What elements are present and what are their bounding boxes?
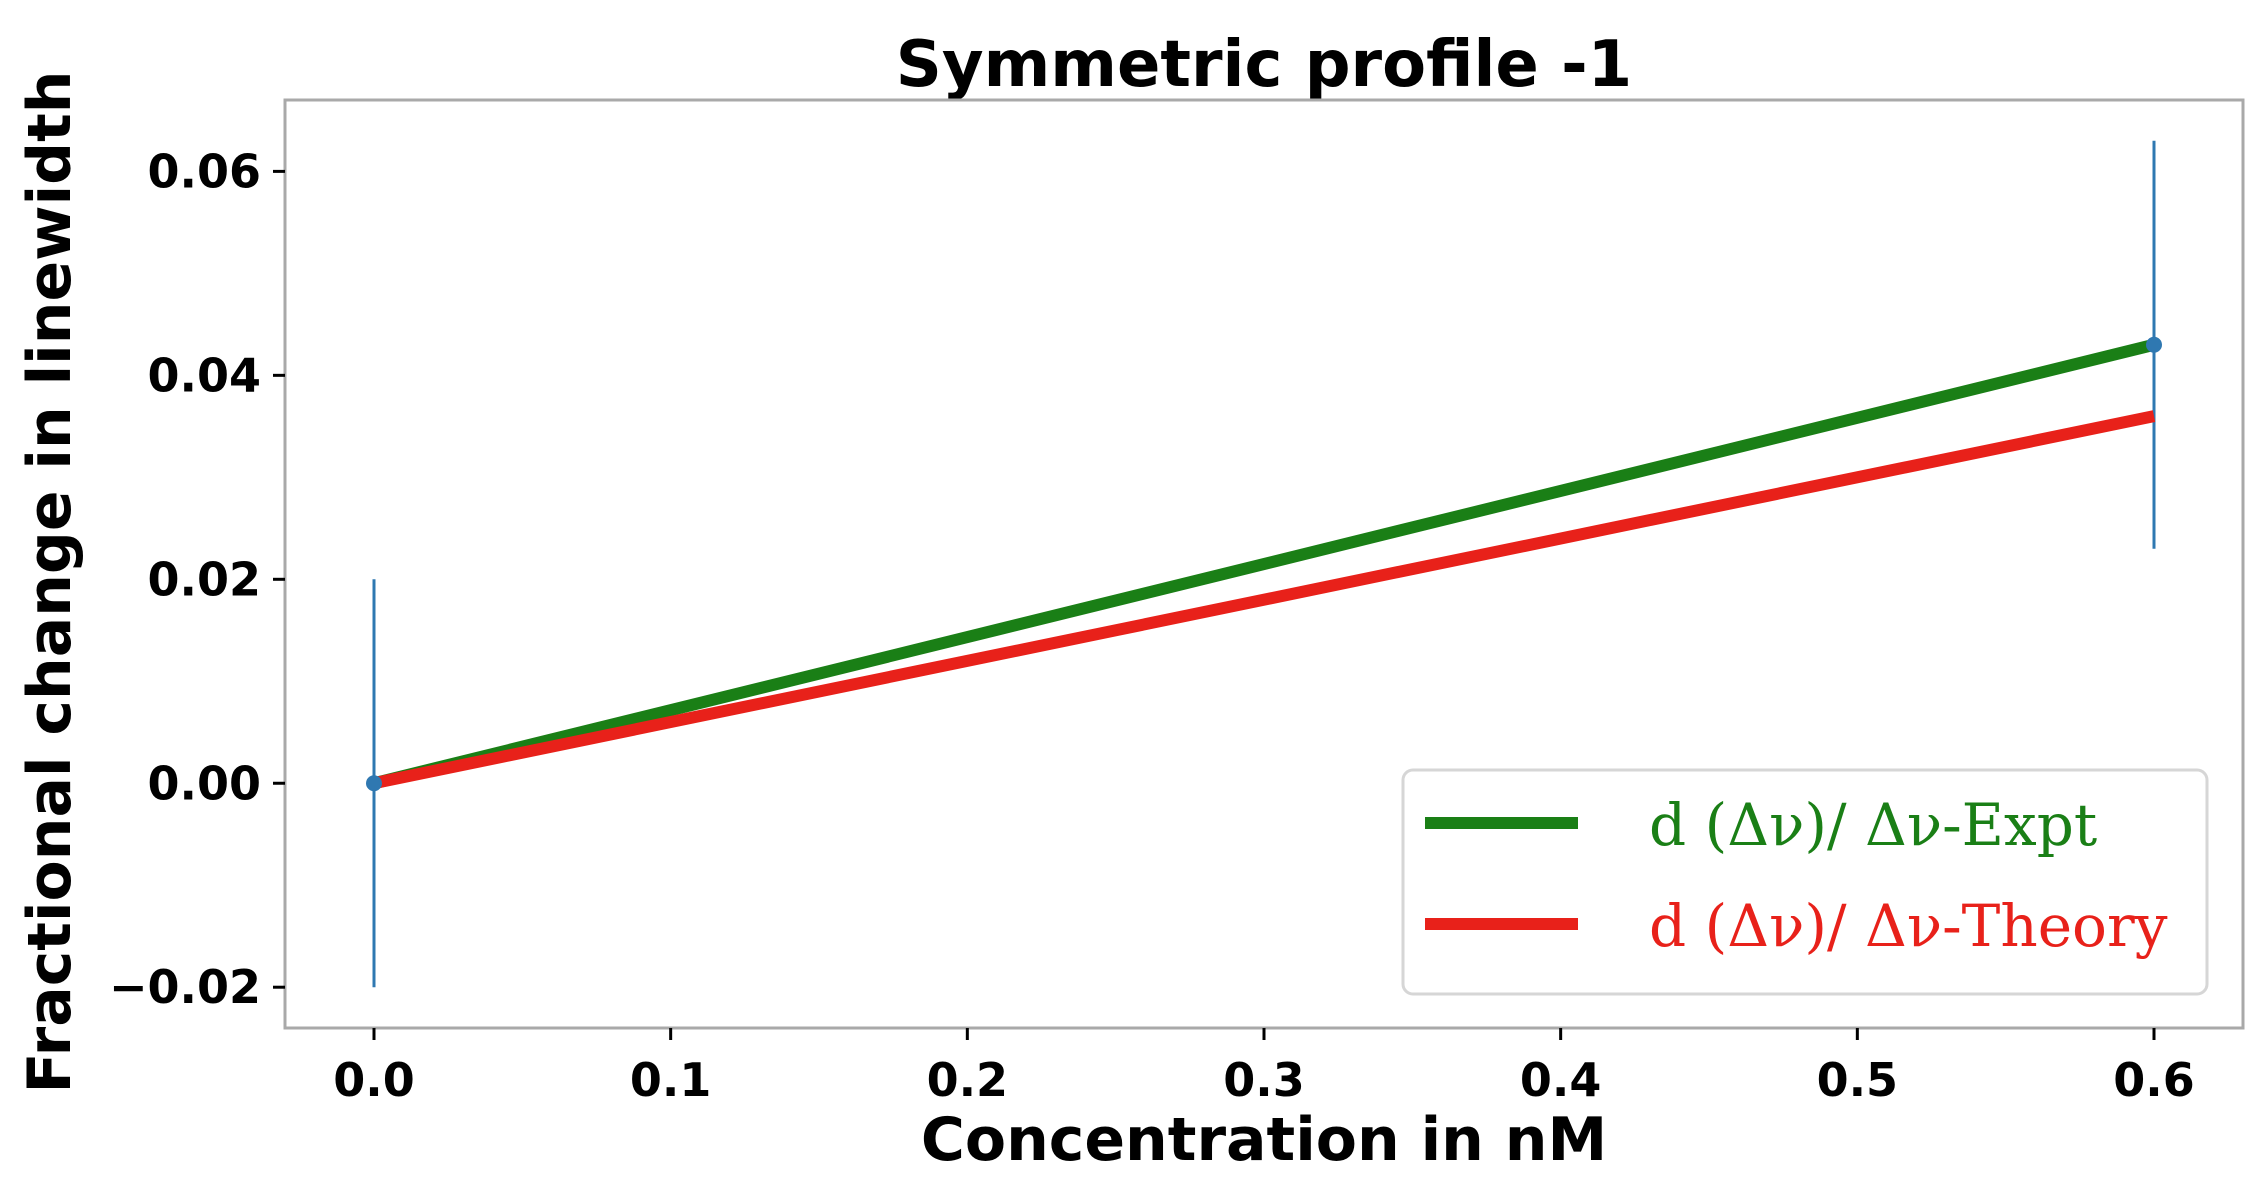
y-tick-label: 0.00 (148, 756, 262, 810)
x-tick-label: 0.2 (927, 1053, 1009, 1107)
x-tick-label: 0.3 (1223, 1053, 1305, 1107)
data-point (366, 775, 382, 792)
legend-label-expt: d (Δν)/ Δν-Expt (1649, 791, 2097, 859)
x-tick-label: 0.4 (1520, 1053, 1602, 1107)
legend: d (Δν)/ Δν-Expt d (Δν)/ Δν-Theory (1401, 768, 2209, 996)
y-tick-label: −0.02 (109, 960, 261, 1014)
y-axis-label: Fractional change in linewidth (15, 71, 85, 1094)
x-tick-label: 0.6 (2113, 1053, 2195, 1107)
y-tick-label: 0.04 (148, 348, 262, 402)
y-tick-label: 0.02 (148, 552, 262, 606)
y-tick-label: 0.06 (148, 144, 262, 198)
series-line-expt (372, 338, 2156, 790)
legend-box (1401, 768, 2209, 996)
x-tick-label: 0.1 (630, 1053, 712, 1107)
chart-title: Symmetric profile -1 (896, 28, 1632, 102)
plot-area: 0.0 0.1 0.2 0.3 0.4 0.5 0.6 −0.02 0.00 0.02 0.04 0.… (109, 98, 2245, 1107)
x-tick-label: 0.5 (1817, 1053, 1899, 1107)
x-axis-label: Concentration in nM (921, 1105, 1607, 1175)
data-point (2146, 336, 2162, 353)
legend-label-theory: d (Δν)/ Δν-Theory (1649, 892, 2168, 960)
x-tick-label: 0.0 (333, 1053, 415, 1107)
series-line-theory (372, 410, 2156, 790)
